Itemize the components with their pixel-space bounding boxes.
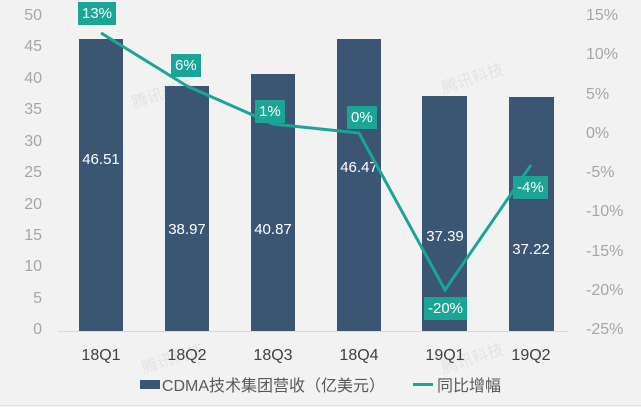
line-swatch-icon: [413, 382, 434, 386]
y-tick-left: 40: [24, 70, 42, 87]
x-tick: 19Q2: [511, 347, 551, 364]
bar-18q1: [79, 39, 123, 331]
y-tick-right: 15%: [586, 7, 619, 24]
x-tick: 19Q1: [425, 347, 465, 364]
growth-label: 6%: [171, 54, 201, 77]
y-tick-left: 0: [33, 321, 42, 338]
y-tick-left: 50: [24, 7, 42, 24]
y-tick-left: 25: [24, 164, 42, 181]
divider: [0, 405, 641, 406]
y-tick-right: -10%: [586, 203, 624, 220]
bar-18q2: [165, 86, 209, 331]
y-tick-left: 15: [24, 227, 42, 244]
x-tick: 18Q4: [339, 347, 379, 364]
growth-label: 1%: [255, 100, 285, 123]
y-tick-left: 45: [24, 38, 42, 55]
x-axis-line: [58, 331, 568, 332]
legend-label: CDMA技术集团营收（亿美元）: [161, 378, 386, 395]
y-tick-right: -20%: [586, 282, 624, 299]
bar-value-label: 37.22: [512, 241, 550, 258]
y-tick-left: 10: [24, 258, 42, 275]
y-tick-left: 35: [24, 101, 42, 118]
bar-swatch-icon: [139, 379, 160, 389]
y-tick-right: -25%: [586, 321, 624, 338]
y-tick-left: 30: [24, 133, 42, 150]
x-tick: 18Q3: [253, 347, 293, 364]
bar-19q2: [509, 97, 554, 331]
x-tick: 18Q1: [81, 347, 121, 364]
legend-item-growth: 同比增幅: [413, 372, 501, 396]
bar-value-label: 37.39: [426, 228, 464, 245]
growth-label: -4%: [513, 176, 548, 199]
x-tick: 18Q2: [167, 347, 207, 364]
y-tick-right: 5%: [586, 86, 610, 103]
legend-item-revenue: CDMA技术集团营收（亿美元）: [139, 372, 386, 396]
y-tick-right: -15%: [586, 243, 624, 260]
y-tick-left: 5: [33, 290, 42, 307]
y-tick-right: 0%: [586, 125, 610, 142]
y-tick-left: 20: [24, 196, 42, 213]
bar-18q4: [337, 39, 381, 331]
y-tick-right: -5%: [586, 164, 615, 181]
bar-value-label: 46.47: [340, 159, 378, 176]
growth-label: 0%: [347, 106, 377, 129]
bar-value-label: 40.87: [254, 221, 292, 238]
bar-value-label: 46.51: [82, 151, 120, 168]
y-tick-right: 10%: [586, 46, 619, 63]
legend: CDMA技术集团营收（亿美元） 同比增幅: [0, 372, 641, 396]
growth-label: 13%: [78, 2, 117, 25]
growth-label: -20%: [424, 297, 468, 320]
legend-label: 同比增幅: [437, 378, 502, 395]
bar-value-label: 38.97: [168, 221, 206, 238]
